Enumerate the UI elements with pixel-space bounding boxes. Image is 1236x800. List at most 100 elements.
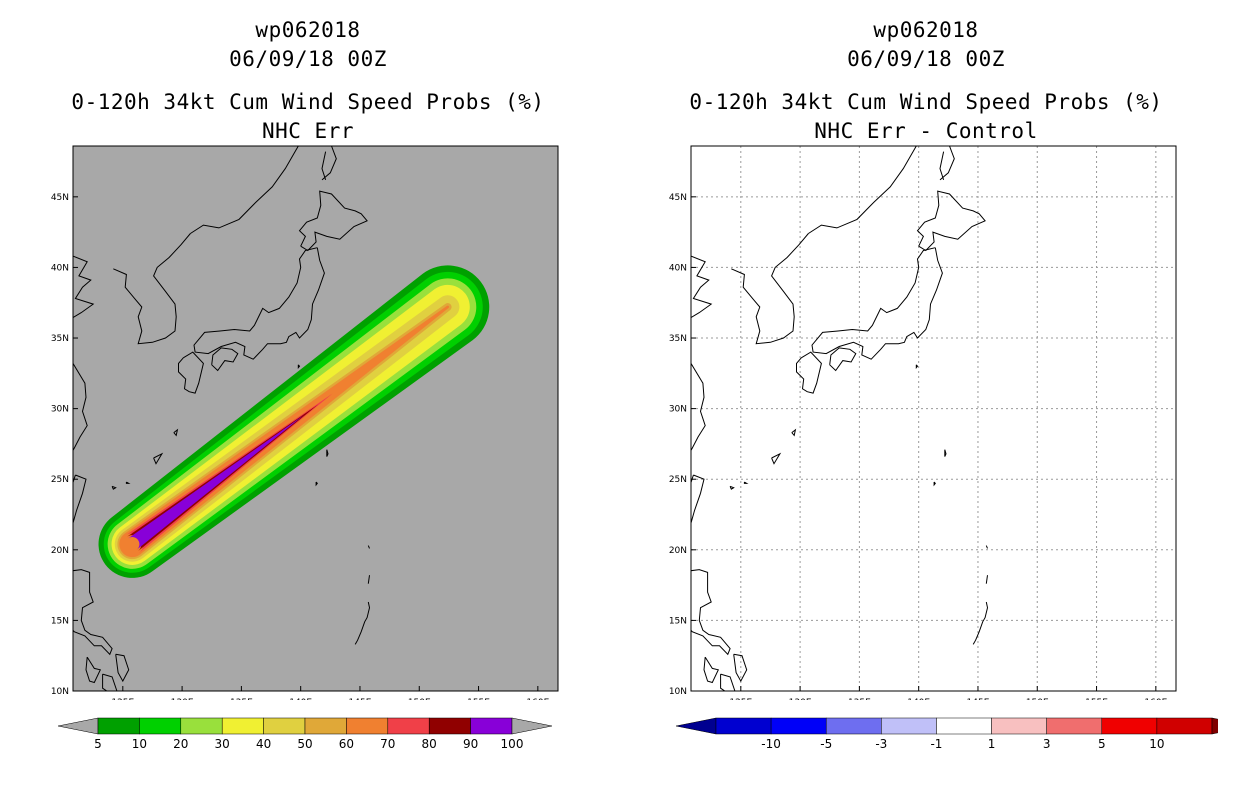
left-x-tick-label: 125E [111, 698, 134, 700]
left-y-tick-label: 35N [51, 334, 69, 344]
right-coastline [703, 656, 720, 684]
left-x-tick-label: 145E [349, 698, 372, 700]
left-colorbar-label: 60 [339, 737, 354, 751]
right-chart-subtitle: NHC Err - Control [814, 119, 1038, 143]
left-coastline [211, 347, 239, 372]
right-colorbar-segment [1101, 717, 1158, 735]
left-coastline [354, 601, 371, 645]
right-x-tick-label: 135E [848, 698, 871, 700]
left-colorbar-segment [139, 717, 182, 735]
left-x-tick-label: 140E [289, 698, 312, 700]
left-colorbar-label: 10 [132, 737, 147, 751]
left-coastline [111, 485, 117, 490]
right-coastline [691, 255, 713, 452]
left-chart-title: 0-120h 34kt Cum Wind Speed Probs (%) [71, 90, 545, 114]
left-colorbar-low-arrow [57, 717, 99, 735]
left-coastline [297, 364, 301, 370]
right-coastline [729, 485, 735, 490]
left-y-tick-label: 45N [51, 193, 69, 203]
right-y-tick-label: 20N [669, 546, 687, 556]
left-colorbar-segment [346, 717, 389, 735]
right-coastline [731, 233, 809, 345]
right-colorbar-label: -10 [761, 737, 781, 751]
right-colorbar-segment [881, 717, 937, 735]
right-storm-id: wp062018 [873, 18, 979, 42]
left-colorbar-segment [304, 717, 347, 735]
right-coastline [939, 151, 945, 181]
left-x-tick-label: 130E [171, 698, 194, 700]
left-x-tick-label: 135E [230, 698, 253, 700]
left-x-tick-label: 150E [408, 698, 431, 700]
right-y-tick-label: 15N [669, 616, 687, 626]
left-colorbar-segment [221, 717, 264, 735]
right-coastline [743, 481, 749, 484]
right-x-tick-label: 155E [1085, 698, 1108, 700]
right-y-tick-label: 40N [669, 263, 687, 273]
left-colorbar-segment [180, 717, 223, 735]
left-colorbar-label: 90 [463, 737, 478, 751]
right-colorbar-label: 1 [988, 737, 996, 751]
left-title-block: wp062018 06/09/18 00Z 0-120h 34kt Cum Wi… [38, 16, 578, 146]
right-colorbar-label: 5 [1098, 737, 1106, 751]
right-coastline [972, 601, 989, 645]
right-coastline [939, 146, 955, 181]
left-colorbar-high-arrow [511, 717, 553, 735]
right-y-tick-label: 10N [669, 687, 687, 697]
right-x-axis: 125E 130E 135E 140E 145E 150E 155E 160E [729, 686, 1168, 700]
right-x-tick-label: 160E [1144, 698, 1167, 700]
right-map-frame [690, 145, 1177, 692]
left-y-tick-label: 30N [51, 405, 69, 415]
left-coastline [73, 255, 95, 452]
left-y-tick-label: 15N [51, 616, 69, 626]
left-coastline [298, 190, 368, 252]
right-x-tick-label: 140E [907, 698, 930, 700]
right-x-tick-label: 125E [729, 698, 752, 700]
right-y-tick-label: 25N [669, 475, 687, 485]
right-x-tick-label: 130E [789, 698, 812, 700]
right-colorbar-label: 3 [1043, 737, 1051, 751]
right-colorbar-high-arrow [1211, 717, 1218, 735]
left-y-axis: 10N 15N 20N 25N 30N 35N 40N 45N [51, 193, 78, 697]
right-chart-title: 0-120h 34kt Cum Wind Speed Probs (%) [689, 90, 1163, 114]
left-coastline [321, 146, 337, 181]
left-storm-id: wp062018 [255, 18, 361, 42]
right-coastline [915, 364, 919, 370]
right-coastline [771, 452, 782, 465]
left-coastline [85, 656, 102, 684]
right-x-tick-label: 145E [967, 698, 990, 700]
right-y-tick-label: 45N [669, 193, 687, 203]
left-coastline [125, 481, 131, 484]
right-y-tick-label: 30N [669, 405, 687, 415]
right-colorbar-label: 10 [1149, 737, 1164, 751]
right-colorbar-segment [1156, 717, 1213, 735]
right-colorbar-label: -1 [930, 737, 942, 751]
left-colorbar-label: 40 [256, 737, 271, 751]
left-colorbar-segment [387, 717, 430, 735]
left-y-tick-label: 25N [51, 475, 69, 485]
right-x-tick-label: 150E [1026, 698, 1049, 700]
left-x-axis: 125E 130E 135E 140E 145E 150E 155E 160E [111, 686, 550, 700]
right-colorbar-segment [1046, 717, 1103, 735]
left-y-tick-label: 10N [51, 687, 69, 697]
right-coastline [916, 190, 986, 252]
left-coastline [315, 481, 318, 487]
right-title-block: wp062018 06/09/18 00Z 0-120h 34kt Cum Wi… [656, 16, 1196, 146]
right-y-tick-label: 35N [669, 334, 687, 344]
left-x-tick-label: 155E [467, 698, 490, 700]
left-coastline [102, 673, 118, 691]
left-coastline [326, 449, 329, 457]
left-probability-map: 125E 130E 135E 140E 145E 150E 155E 160E 10N 15N 2… [51, 145, 559, 700]
right-coastline [985, 545, 988, 549]
left-colorbar-label: 20 [173, 737, 188, 751]
left-coastline [73, 569, 113, 656]
right-colorbar: -10 -5 -3 -1 1 3 5 10 [675, 717, 1218, 751]
right-coastline [985, 575, 988, 584]
right-colorbar-segment [770, 717, 827, 735]
left-coastlines [73, 146, 371, 691]
left-coastline [178, 351, 204, 394]
left-coastline [153, 452, 164, 465]
left-x-tick-label: 160E [526, 698, 549, 700]
left-coastline [321, 151, 327, 181]
right-coastline [944, 449, 947, 457]
left-coastline [193, 247, 325, 360]
